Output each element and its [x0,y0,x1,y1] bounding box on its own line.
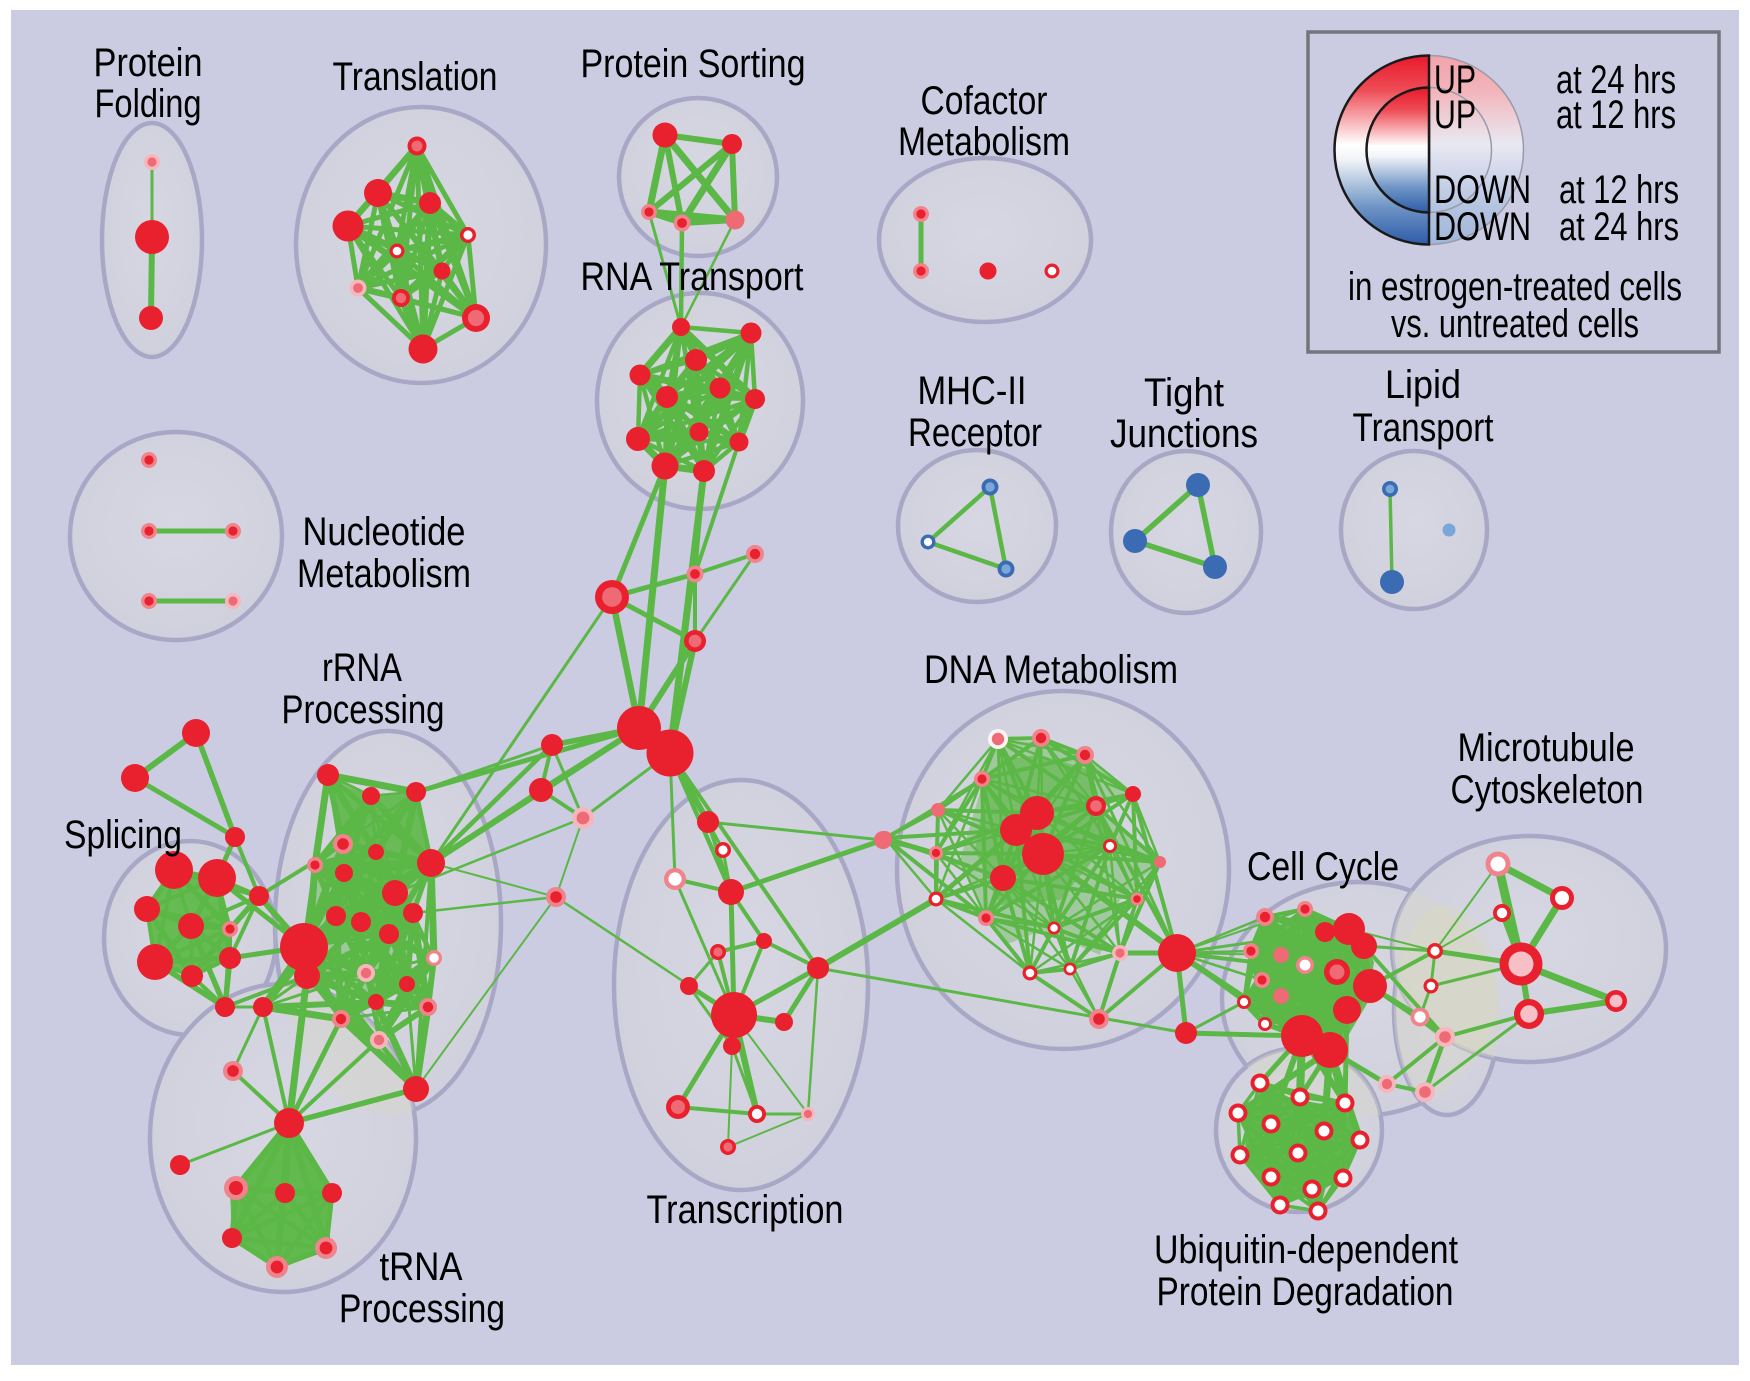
svg-text:in estrogen-treated cells: in estrogen-treated cells [1348,265,1682,309]
svg-text:Splicing: Splicing [64,813,182,857]
svg-text:Nucleotide: Nucleotide [303,510,466,554]
svg-text:Cytoskeleton: Cytoskeleton [1451,768,1644,812]
svg-text:DOWN: DOWN [1434,205,1531,249]
svg-text:Processing: Processing [339,1287,505,1331]
svg-text:Metabolism: Metabolism [297,552,471,596]
svg-text:at 24 hrs: at 24 hrs [1556,58,1676,102]
svg-text:MHC-II: MHC-II [918,369,1027,413]
svg-text:tRNA: tRNA [380,1245,463,1289]
svg-text:Translation: Translation [333,55,498,99]
svg-text:RNA Transport: RNA Transport [581,255,804,299]
svg-text:Protein Degradation: Protein Degradation [1157,1270,1454,1314]
svg-text:Protein: Protein [94,41,203,85]
svg-text:at 12 hrs: at 12 hrs [1556,93,1676,137]
svg-text:Lipid: Lipid [1385,363,1461,407]
svg-text:UP: UP [1434,58,1476,102]
svg-text:Tight: Tight [1144,371,1224,415]
svg-text:Ubiquitin-dependent: Ubiquitin-dependent [1154,1228,1458,1272]
svg-text:DOWN: DOWN [1434,168,1531,212]
svg-text:Transport: Transport [1353,406,1494,450]
svg-text:Folding: Folding [95,82,202,126]
svg-text:Protein Sorting: Protein Sorting [581,42,806,86]
svg-text:vs. untreated cells: vs. untreated cells [1391,302,1639,346]
svg-text:Receptor: Receptor [908,411,1042,455]
svg-text:rRNA: rRNA [322,646,402,690]
svg-text:DNA Metabolism: DNA Metabolism [924,648,1178,692]
svg-text:Cell Cycle: Cell Cycle [1247,845,1399,889]
svg-text:Junctions: Junctions [1110,412,1258,456]
svg-text:UP: UP [1434,93,1476,137]
svg-text:Metabolism: Metabolism [898,120,1070,164]
svg-text:at 24 hrs: at 24 hrs [1559,205,1679,249]
svg-text:Processing: Processing [282,688,445,732]
svg-text:at 12 hrs: at 12 hrs [1559,168,1679,212]
svg-text:Cofactor: Cofactor [921,79,1048,123]
svg-text:Microtubule: Microtubule [1458,726,1635,770]
svg-text:Transcription: Transcription [647,1188,844,1232]
